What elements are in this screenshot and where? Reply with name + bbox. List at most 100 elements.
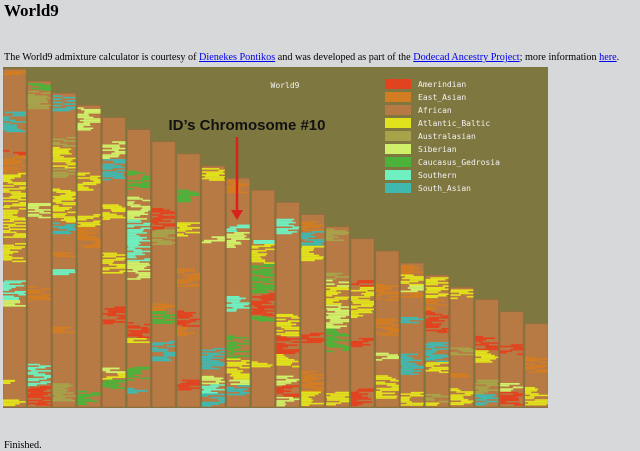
admixture-segment: [330, 319, 350, 321]
admixture-segment: [13, 113, 26, 115]
author-link[interactable]: Dienekes Pontikos: [199, 52, 276, 64]
admixture-segment: [251, 245, 271, 248]
admixture-segment: [10, 121, 26, 123]
admixture-segment: [252, 296, 275, 298]
admixture-segment: [127, 391, 138, 394]
admixture-segment: [108, 263, 126, 266]
admixture-segment: [152, 311, 168, 313]
admixture-segment: [428, 342, 449, 344]
admixture-segment: [77, 218, 87, 221]
admixture-segment: [326, 402, 342, 404]
admixture-segment: [237, 224, 250, 227]
admixture-segment: [64, 166, 76, 169]
admixture-segment: [52, 230, 69, 233]
admixture-segment: [336, 285, 350, 287]
admixture-segment: [102, 262, 113, 264]
project-link[interactable]: Dodecad Ancestry Project: [413, 52, 520, 64]
admixture-segment: [127, 243, 141, 245]
admixture-segment: [475, 340, 483, 343]
admixture-segment: [83, 118, 101, 120]
admixture-segment: [83, 246, 101, 249]
admixture-segment: [475, 361, 493, 363]
admixture-segment: [241, 360, 250, 362]
admixture-segment: [203, 363, 225, 365]
admixture-segment: [226, 347, 239, 350]
admixture-segment: [253, 241, 275, 244]
admixture-segment: [475, 403, 486, 406]
admixture-segment: [181, 379, 200, 382]
admixture-segment: [77, 172, 91, 175]
admixture-segment: [400, 404, 424, 406]
admixture-segment: [375, 318, 397, 321]
admixture-segment: [77, 239, 100, 241]
admixture-segment: [475, 399, 487, 401]
admixture-segment: [77, 115, 90, 117]
chromosome-bar-4: [77, 105, 101, 408]
admixture-segment: [255, 288, 275, 290]
admixture-segment: [326, 274, 338, 277]
admixture-segment: [127, 215, 141, 217]
admixture-segment: [425, 290, 441, 292]
admixture-segment: [351, 396, 368, 399]
admixture-segment: [118, 142, 126, 145]
admixture-segment: [408, 283, 424, 286]
admixture-segment: [102, 322, 114, 325]
admixture-segment: [400, 317, 419, 319]
admixture-segment: [66, 100, 76, 102]
admixture-segment: [152, 358, 171, 360]
chromosome-base: [77, 105, 101, 408]
legend-label-siberian: Siberian: [418, 145, 457, 154]
admixture-segment: [251, 254, 266, 257]
admixture-segment: [525, 393, 539, 395]
admixture-segment: [9, 218, 26, 221]
admixture-segment: [251, 260, 266, 263]
admixture-segment: [18, 293, 26, 296]
admixture-segment: [326, 325, 347, 328]
admixture-segment: [17, 172, 26, 175]
admixture-segment: [516, 353, 524, 356]
chromosome-bar-11: [251, 190, 275, 408]
admixture-segment: [152, 308, 166, 310]
admixture-segment: [438, 293, 449, 295]
admixture-segment: [177, 332, 196, 335]
admixture-segment: [67, 163, 76, 166]
chromosome-bar-9: [201, 165, 226, 408]
admixture-segment: [375, 375, 389, 377]
admixture-segment: [400, 269, 414, 272]
admixture-segment: [226, 393, 246, 396]
admixture-segment: [152, 356, 168, 359]
admixture-segment: [177, 200, 191, 203]
admixture-segment: [52, 393, 64, 396]
admixture-segment: [352, 300, 374, 303]
admixture-segment: [52, 213, 67, 215]
admixture-segment: [102, 155, 119, 158]
admixture-segment: [525, 400, 548, 403]
admixture-segment: [90, 392, 101, 394]
admixture-segment: [52, 148, 72, 150]
chromosome-bar-21: [499, 311, 524, 408]
admixture-segment: [500, 345, 522, 348]
legend-swatch-caucasus_gedrosia: [385, 157, 411, 167]
admixture-segment: [525, 391, 532, 394]
more-info-link[interactable]: here: [599, 52, 617, 64]
admixture-segment: [152, 322, 174, 324]
admixture-segment: [52, 392, 74, 394]
admixture-segment: [102, 260, 115, 263]
admixture-segment: [27, 297, 49, 299]
admixture-segment: [52, 216, 76, 218]
admixture-segment: [409, 285, 424, 288]
legend-label-caucasus_gedrosia: Caucasus_Gedrosia: [418, 158, 500, 167]
admixture-segment: [351, 311, 373, 314]
admixture-segment: [251, 316, 268, 318]
admixture-segment: [425, 299, 445, 302]
admixture-segment: [450, 402, 472, 404]
admixture-segment: [103, 159, 126, 161]
admixture-segment: [351, 306, 358, 309]
admixture-segment: [15, 242, 26, 245]
intro-text-2: and was developed as part of the: [275, 52, 414, 64]
admixture-segment: [251, 311, 267, 314]
admixture-segment: [77, 234, 88, 236]
admixture-segment: [251, 291, 271, 294]
admixture-segment: [77, 225, 96, 227]
admixture-segment: [475, 343, 490, 346]
